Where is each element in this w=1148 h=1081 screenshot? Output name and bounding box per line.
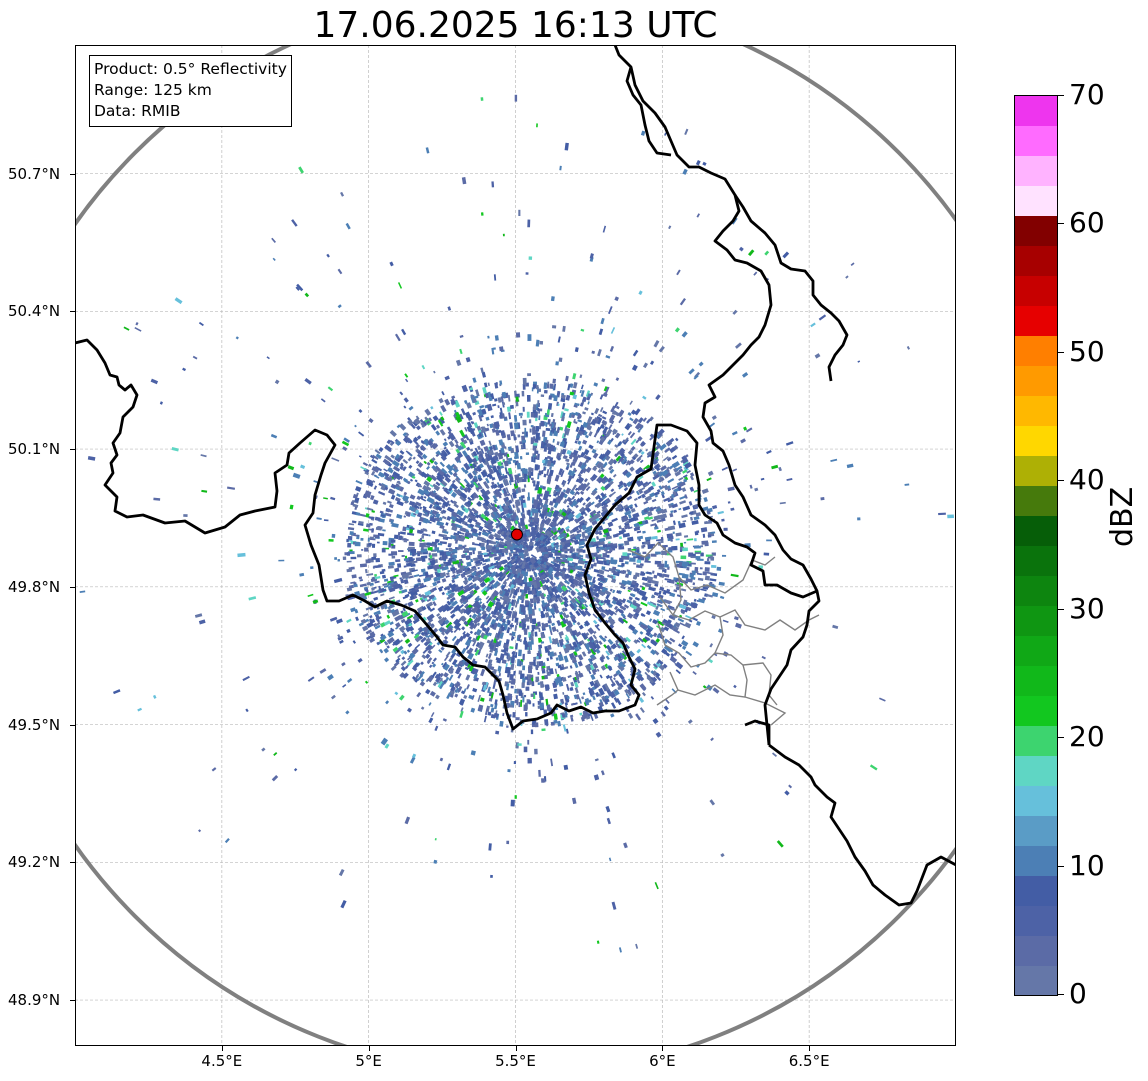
colorbar-segment [1015, 815, 1057, 846]
y-tick-label: 50.4°N [8, 302, 61, 321]
radar-map-canvas [75, 45, 956, 1046]
info-product: Product: 0.5° Reflectivity [94, 60, 287, 78]
colorbar-segment [1015, 665, 1057, 696]
x-tick-label: 6.5°E [788, 1052, 830, 1070]
y-tick-label: 50.1°N [8, 440, 61, 459]
province-border-line [714, 616, 724, 654]
country-border-south [768, 743, 956, 907]
colorbar-tick-label: 20 [1069, 720, 1105, 754]
info-data-source: Data: RMIB [94, 102, 181, 120]
y-tick-mark [70, 173, 75, 175]
y-tick-mark [70, 862, 75, 864]
y-tick-label: 48.9°N [8, 991, 61, 1010]
colorbar-tick-mark [1058, 994, 1064, 995]
x-tick-mark [515, 1046, 517, 1051]
colorbar-tick-label: 40 [1069, 463, 1105, 497]
colorbar-segment [1015, 635, 1057, 666]
colorbar-segment [1015, 935, 1057, 966]
y-tick-mark [70, 311, 75, 313]
colorbar-segment [1015, 275, 1057, 307]
province-borders [627, 542, 820, 726]
x-tick-label: 4.5°E [201, 1052, 243, 1070]
colorbar-segment [1015, 575, 1057, 606]
country-borders [75, 45, 956, 907]
province-border-line [742, 664, 748, 698]
y-tick-label: 49.8°N [8, 577, 61, 596]
x-tick-mark [662, 1046, 664, 1051]
info-range: Range: 125 km [94, 81, 212, 99]
colorbar-segment [1015, 425, 1057, 457]
colorbar-segment [1015, 875, 1057, 906]
colorbar-segment [1015, 485, 1057, 517]
x-tick-mark [368, 1046, 370, 1051]
x-tick-label: 6°E [649, 1052, 676, 1070]
colorbar-segment [1015, 845, 1057, 876]
y-tick-label: 49.2°N [8, 853, 61, 872]
colorbar-tick-mark [1058, 95, 1064, 96]
colorbar-segment [1015, 785, 1057, 816]
y-tick-label: 50.7°N [8, 164, 61, 183]
colorbar-tick-label: 0 [1069, 977, 1087, 1010]
colorbar-segment [1015, 545, 1057, 576]
colorbar-segment [1015, 905, 1057, 936]
colorbar-segment [1015, 695, 1057, 726]
province-border-line [672, 576, 682, 616]
y-tick-mark [70, 1000, 75, 1002]
colorbar-tick-mark [1058, 865, 1064, 867]
province-border-line [656, 689, 679, 706]
colorbar-tick-label: 10 [1069, 848, 1105, 882]
colorbar-segment [1015, 215, 1057, 247]
colorbar-tick-mark [1058, 480, 1064, 482]
province-border-line [659, 596, 820, 631]
map-title: 17.06.2025 16:13 UTC [313, 5, 718, 46]
colorbar-tick-mark [1058, 737, 1064, 739]
country-border-belgium-lux-france [75, 338, 821, 746]
colorbar-title: dBZ [1105, 486, 1140, 547]
colorbar-tick-mark [1058, 351, 1064, 353]
colorbar-tick-mark [1058, 608, 1064, 610]
colorbar-segment [1015, 245, 1057, 277]
colorbar-segment [1015, 605, 1057, 636]
colorbar-segment [1015, 96, 1057, 127]
country-border-germany-north [733, 194, 849, 382]
colorbar-segment [1015, 455, 1057, 487]
info-box: Product: 0.5° Reflectivity Range: 125 km… [89, 55, 292, 127]
x-tick-mark [809, 1046, 811, 1051]
radar-map[interactable] [75, 45, 956, 1046]
x-tick-label: 5.5°E [495, 1052, 536, 1070]
colorbar-tick-label: 50 [1069, 334, 1105, 368]
reflectivity-echoes [79, 94, 954, 953]
colorbar-segment [1015, 965, 1057, 996]
colorbar-segment [1015, 305, 1057, 337]
x-tick-mark [221, 1046, 223, 1051]
province-border-line [657, 622, 778, 706]
colorbar-tick-label: 70 [1069, 78, 1105, 111]
y-tick-mark [70, 724, 75, 726]
colorbar-tick-mark [1058, 223, 1064, 225]
colorbar [1014, 95, 1058, 996]
y-tick-mark [70, 449, 75, 451]
country-border-south-link [744, 719, 771, 745]
colorbar-segment [1015, 515, 1057, 546]
colorbar-segment [1015, 125, 1057, 157]
colorbar-segment [1015, 335, 1057, 367]
colorbar-segment [1015, 365, 1057, 397]
country-border-germany [613, 45, 819, 592]
y-tick-mark [70, 586, 75, 588]
colorbar-segment [1015, 185, 1057, 217]
x-tick-label: 5°E [355, 1052, 382, 1070]
country-border-germany-east [625, 66, 672, 157]
colorbar-segment [1015, 395, 1057, 427]
colorbar-segment [1015, 155, 1057, 187]
colorbar-segment [1015, 755, 1057, 786]
colorbar-segment [1015, 725, 1057, 756]
province-border-line [627, 542, 776, 594]
colorbar-tick-label: 60 [1069, 206, 1105, 240]
colorbar-tick-label: 30 [1069, 591, 1105, 625]
province-border-line [669, 671, 787, 726]
radar-site-marker [510, 528, 523, 541]
y-tick-label: 49.5°N [8, 715, 61, 734]
